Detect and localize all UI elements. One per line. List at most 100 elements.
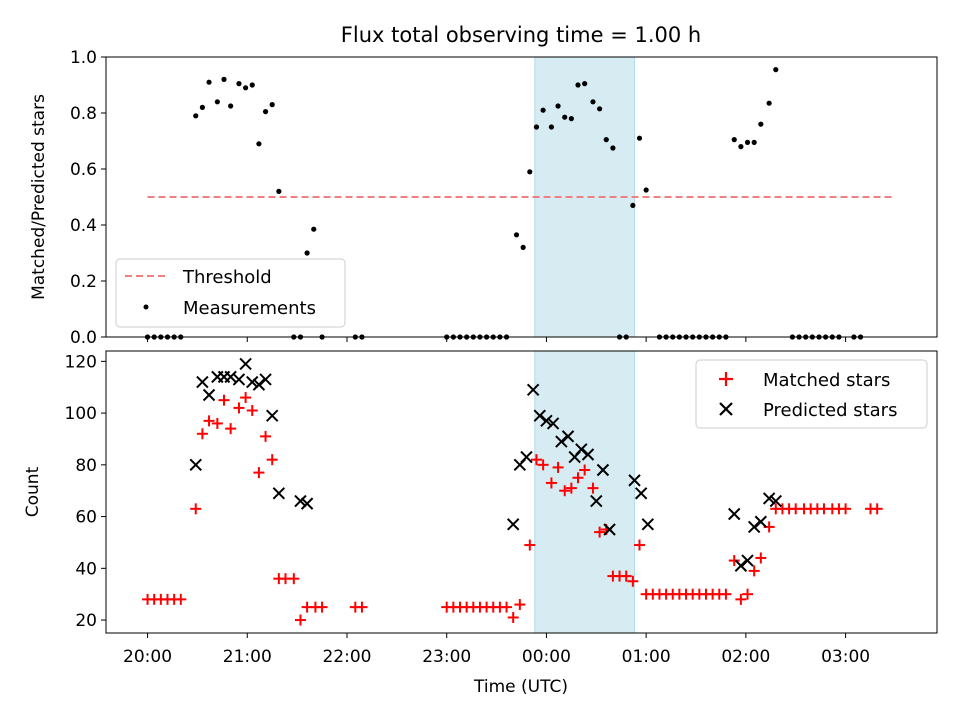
x-tick-label: 22:00 (322, 647, 371, 667)
predicted-star-point (734, 559, 748, 572)
measurement-point (636, 135, 643, 141)
matched-star-point (755, 552, 767, 564)
x-tick-label: 00:00 (522, 647, 571, 667)
measurement-point (214, 99, 220, 105)
matched-star-point (871, 503, 883, 515)
predicted-star-point (769, 494, 782, 508)
x-tick-label: 02:00 (721, 647, 770, 667)
y-tick-label: 0.4 (70, 216, 97, 236)
matched-star-point (260, 430, 272, 442)
top-legend: Threshold Measurements (115, 258, 346, 328)
matched-star-point (501, 601, 513, 613)
y-tick-label: 40 (75, 559, 97, 579)
matched-star-point (552, 461, 564, 473)
predicted-legend-label: Predicted stars (763, 400, 897, 421)
predicted-star-point (300, 497, 314, 510)
predicted-star-point (526, 383, 540, 397)
predicted-star-point (728, 507, 741, 521)
predicted-star-point (189, 458, 202, 472)
measurement-point (304, 250, 310, 256)
measurement-point (221, 76, 227, 82)
bottom-legend-box (695, 359, 928, 429)
measurement-point (206, 79, 212, 85)
measurement-point (540, 107, 546, 113)
matched-star-point (266, 454, 278, 466)
matched-star-point (565, 482, 577, 494)
predicted-star-point (294, 494, 307, 508)
top-legend-box (115, 258, 346, 328)
matched-star-point (514, 599, 526, 611)
predicted-star-point (555, 435, 568, 448)
x-tick-label: 03:00 (821, 647, 870, 667)
matched-star-point (742, 588, 754, 600)
matched-star-point (253, 467, 265, 479)
measurement-point (766, 100, 772, 106)
predicted-star-point (533, 409, 546, 422)
measurement-point (751, 139, 757, 145)
threshold-legend-label: Threshold (182, 267, 272, 288)
measurement-point (520, 244, 526, 250)
measurement-point (643, 187, 649, 193)
matched-star-point (233, 402, 245, 414)
measurement-point (590, 99, 596, 105)
y-tick-label: 100 (65, 404, 97, 424)
predicted-star-point (252, 378, 266, 391)
matched-star-point (559, 485, 571, 497)
top-chart-title: Flux total observing time = 1.00 h (341, 23, 701, 47)
matched-star-point (316, 601, 328, 613)
matched-star-point (196, 428, 208, 440)
measurements-legend-label: Measurements (183, 298, 316, 319)
measurement-point (249, 82, 255, 88)
measurement-point (193, 113, 199, 119)
predicted-star-point (741, 554, 754, 567)
matched-star-point (246, 405, 258, 417)
matched-stars-series (142, 392, 883, 626)
matched-star-point (579, 464, 591, 476)
x-tick-label: 20:00 (123, 647, 172, 667)
predicted-star-point (603, 523, 616, 536)
measurement-point (276, 188, 282, 194)
bottom-plot-frame (105, 350, 938, 634)
y-tick-label: 1.0 (70, 48, 97, 68)
measurement-point (603, 137, 609, 143)
measurement-point (548, 124, 555, 130)
measurement-point (269, 102, 275, 108)
matched-star-point (507, 611, 519, 623)
measurement-point (228, 103, 234, 109)
measurement-point (582, 81, 588, 87)
bottom-x-axis: 20:00 21:00 22:00 23:00 00:00 01:00 02:00 03:00 (123, 633, 870, 667)
predicted-star-point (272, 487, 286, 500)
measurement-point (738, 144, 744, 150)
predicted-star-point (259, 373, 272, 386)
matched-star-point (537, 459, 549, 471)
y-tick-label: 80 (75, 456, 97, 476)
top-plot-frame (105, 56, 938, 338)
matched-star-point (294, 614, 306, 626)
predicted-stars-series (189, 357, 782, 572)
measurement-point (527, 169, 533, 175)
y-tick-label: 20 (75, 611, 97, 631)
matched-star-point (594, 526, 606, 538)
matched-star-point (190, 503, 202, 515)
measurement-point (773, 67, 779, 73)
top-x-ticks (147, 337, 847, 342)
matched-star-point (225, 423, 237, 435)
measurement-point (575, 82, 581, 88)
matched-star-point (748, 565, 760, 577)
predicted-star-point (246, 375, 259, 389)
y-tick-label: 0.2 (70, 272, 97, 292)
y-tick-label: 60 (75, 508, 97, 528)
measurement-point (262, 109, 269, 115)
predicted-star-point (747, 520, 761, 534)
predicted-star-point (754, 515, 768, 528)
measurement-point (610, 145, 616, 151)
predicted-star-point (506, 518, 520, 531)
matched-star-point (620, 570, 632, 582)
predicted-star-point (581, 448, 595, 461)
measurement-point (630, 202, 636, 208)
matched-star-point (545, 477, 557, 489)
measurement-point (731, 137, 737, 143)
matched-star-point (572, 472, 584, 484)
top-y-axis: 0.0 0.2 0.4 0.6 0.8 1.0 (70, 48, 106, 348)
